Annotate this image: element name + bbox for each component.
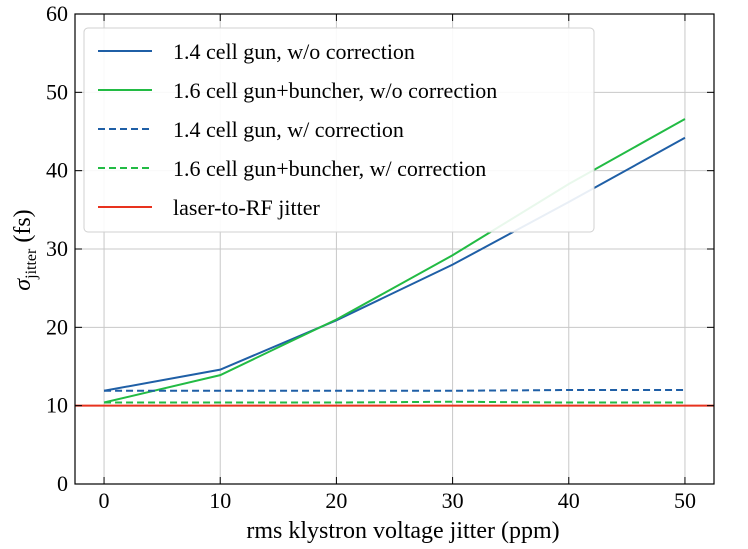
legend-box — [83, 27, 595, 233]
y-tick-labels: 0 10 20 30 40 50 60 — [46, 1, 68, 496]
x-tick-label: 40 — [558, 488, 580, 513]
series-line-2 — [104, 389, 685, 392]
legend-label-0: 1.4 cell gun, w/o correction — [173, 39, 415, 64]
legend-label-4: laser-to-RF jitter — [173, 195, 320, 220]
x-axis-label: rms klystron voltage jitter (ppm) — [246, 518, 559, 544]
y-tick-label: 50 — [46, 79, 68, 104]
x-tick-labels: 0 10 20 30 40 50 — [99, 488, 696, 513]
y-tick-label: 60 — [46, 1, 68, 26]
axis-ticks — [75, 13, 714, 485]
legend-label-2: 1.4 cell gun, w/ correction — [173, 117, 404, 142]
y-axis-unit: (fs) — [10, 209, 36, 248]
y-tick-label: 30 — [46, 236, 68, 261]
x-tick-label: 10 — [209, 488, 231, 513]
y-tick-label: 10 — [46, 393, 68, 418]
x-tick-label: 0 — [99, 488, 110, 513]
y-tick-label: 40 — [46, 158, 68, 183]
y-axis-label: σjitter (fs) — [10, 209, 40, 290]
x-tick-label: 20 — [325, 488, 347, 513]
y-axis-subscript: jitter — [23, 248, 40, 280]
series-line-3 — [104, 400, 685, 404]
y-tick-label: 0 — [57, 471, 68, 496]
x-tick-label: 50 — [674, 488, 696, 513]
y-axis-symbol: σ — [10, 278, 36, 291]
legend: 1.4 cell gun, w/o correction 1.6 cell gun… — [83, 27, 595, 233]
legend-label-1: 1.6 cell gun+buncher, w/o correction — [173, 78, 497, 103]
legend-label-3: 1.6 cell gun+buncher, w/ correction — [173, 156, 486, 181]
y-tick-label: 20 — [46, 314, 68, 339]
x-tick-label: 30 — [442, 488, 464, 513]
